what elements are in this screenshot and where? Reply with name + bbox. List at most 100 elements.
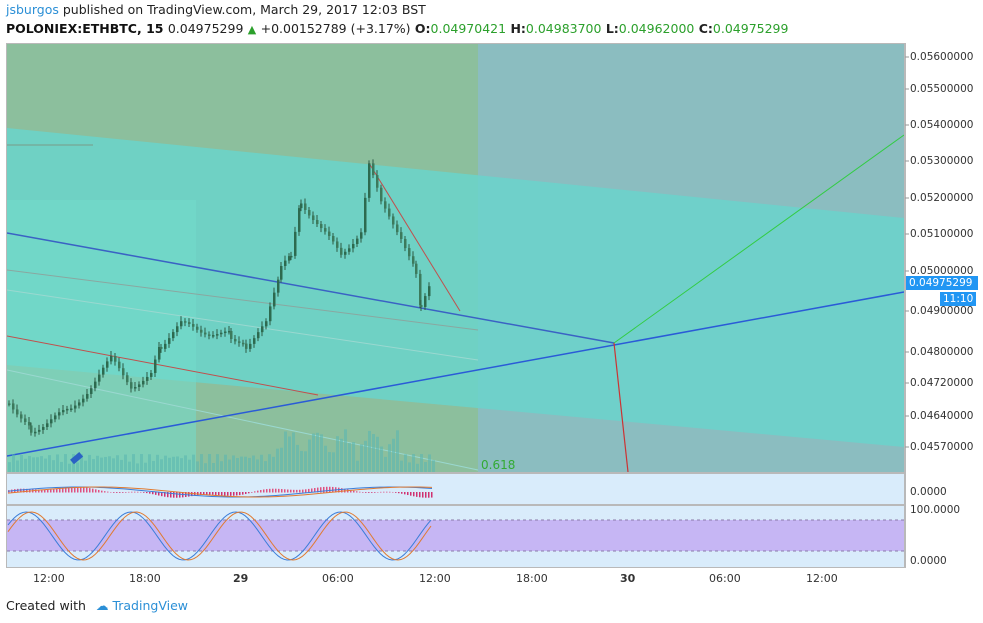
candle-body (168, 338, 171, 344)
volume-bar (24, 458, 27, 472)
candle-body (304, 203, 307, 210)
symbol-name[interactable]: POLONIEX:ETHBTC, 15 (6, 21, 164, 36)
macd-bar (377, 491, 379, 493)
macd-bar (221, 492, 223, 496)
candle-body (298, 208, 301, 232)
macd-bar (287, 489, 289, 493)
volume-bar (396, 430, 399, 472)
macd-bar (359, 491, 361, 493)
macd-bar (86, 487, 88, 493)
candle-body (46, 423, 49, 428)
macd-bar (329, 486, 331, 493)
macd-bar (392, 491, 394, 493)
volume-bar (148, 454, 151, 472)
volume-bar (100, 457, 103, 472)
volume-bar (372, 434, 375, 472)
macd-bar (65, 487, 67, 493)
macd-bar (191, 492, 193, 497)
volume-bar (256, 459, 259, 472)
candle-body (234, 338, 237, 342)
price-label: 0.05300000 (910, 155, 974, 167)
volume-bar (324, 445, 327, 472)
tradingview-logo-icon[interactable]: ☁ (95, 598, 109, 613)
macd-bar (305, 489, 307, 493)
candle-body (348, 248, 351, 252)
candle-body (150, 372, 153, 377)
candle-body (280, 266, 283, 280)
macd-bar (356, 491, 358, 493)
volume-bar (412, 454, 415, 472)
volume-bar (44, 458, 47, 472)
candle-body (428, 286, 431, 297)
candle-body (34, 431, 37, 434)
volume-bar (276, 448, 279, 472)
volume-bar (240, 456, 243, 472)
price-label: 0.04900000 (910, 305, 974, 317)
volume-bar (292, 432, 295, 472)
volume-bar (32, 457, 35, 472)
volume-bar (428, 454, 431, 472)
volume-bar (348, 443, 351, 472)
tradingview-link[interactable]: TradingView (112, 598, 188, 613)
price-label: 0.04570000 (910, 441, 974, 453)
macd-bar (23, 488, 25, 493)
macd-bar (92, 488, 94, 493)
open-value: 0.04970421 (430, 21, 507, 36)
volume-bar (352, 442, 355, 472)
volume-bar (132, 454, 135, 472)
candle-body (212, 335, 215, 337)
publish-info: jsburgos published on TradingView.com, M… (6, 2, 426, 17)
volume-bar (360, 444, 363, 472)
volume-bar (104, 456, 107, 472)
macd-bar (311, 488, 313, 493)
macd-bar (362, 492, 364, 493)
candle-body (106, 361, 109, 368)
volume-bar (88, 454, 91, 472)
macd-bar (131, 491, 133, 493)
stoch-scale-top: 100.0000 (910, 504, 961, 516)
volume-bar (36, 457, 39, 472)
macd-bar (83, 487, 85, 493)
candle-body (261, 326, 264, 333)
macd-bar (272, 488, 274, 493)
blue-resistance-line (7, 232, 615, 344)
volume-bar (40, 456, 43, 472)
macd-bar (152, 492, 154, 495)
candle-body (340, 247, 343, 255)
macd-bar (104, 491, 106, 493)
macd-pane[interactable] (6, 473, 905, 505)
candle-body (70, 408, 73, 411)
macd-bar (107, 491, 109, 493)
volume-bar (340, 438, 343, 472)
time-label: 06:00 (709, 572, 741, 585)
macd-bar (428, 492, 430, 498)
volume-bar (308, 439, 311, 472)
author-link[interactable]: jsburgos (6, 2, 59, 17)
pencil-icon[interactable] (70, 451, 84, 465)
macd-bar (422, 492, 424, 498)
macd-bar (371, 492, 373, 493)
macd-bar (368, 492, 370, 493)
volume-bar (380, 446, 383, 472)
time-label: 29 (233, 572, 249, 585)
candle-body (415, 263, 418, 274)
price-label: 0.04720000 (910, 377, 974, 389)
price-scale[interactable] (905, 43, 978, 568)
volume-bar (56, 454, 59, 472)
macd-bar (116, 492, 118, 493)
volume-bar (64, 454, 67, 472)
candle-body (424, 296, 427, 307)
macd-bar (218, 492, 220, 496)
volume-bar (272, 456, 275, 472)
macd-bar (299, 489, 301, 493)
macd-bar (413, 492, 415, 497)
macd-bar (101, 490, 103, 493)
projection-up-line (613, 134, 904, 344)
macd-bar (353, 490, 355, 493)
candle-body (142, 380, 145, 385)
macd-bar (149, 492, 151, 494)
volume-bar (356, 460, 359, 472)
candle-body (404, 238, 407, 249)
macd-bar (374, 492, 376, 493)
candle-body (154, 359, 157, 373)
